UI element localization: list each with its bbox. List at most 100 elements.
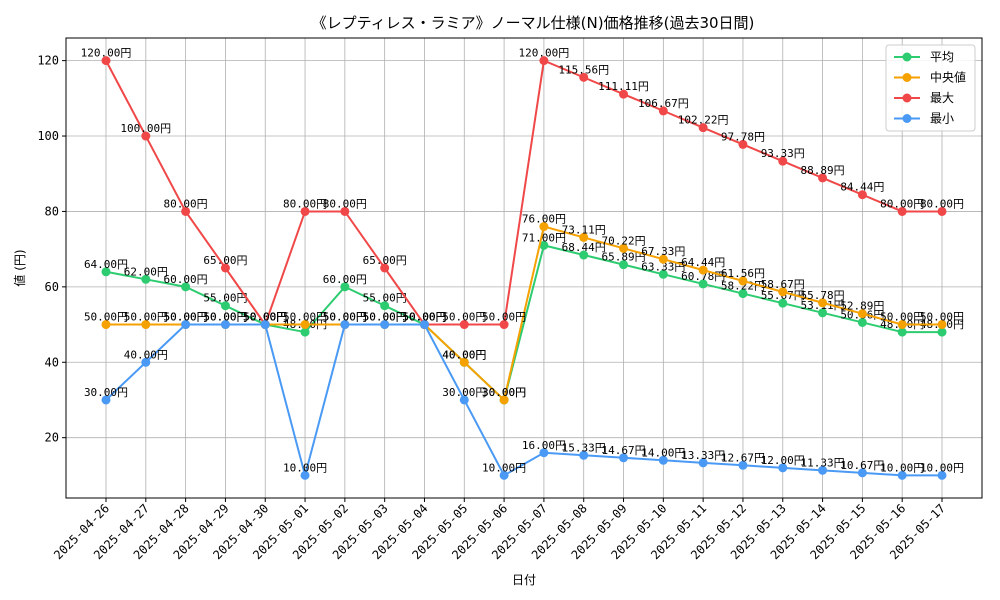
data-label: 58.22円 <box>721 280 765 293</box>
data-label: 62.00円 <box>124 265 168 278</box>
data-label: 12.67円 <box>721 451 765 464</box>
data-label: 76.00円 <box>522 213 566 226</box>
data-point <box>220 263 230 273</box>
data-point <box>619 243 629 253</box>
data-label: 52.89円 <box>840 300 884 313</box>
data-label: 15.33円 <box>562 441 606 454</box>
data-point <box>658 455 668 465</box>
data-label: 65.00円 <box>363 254 407 267</box>
data-label: 80.00円 <box>323 197 367 210</box>
data-label: 84.44円 <box>840 181 884 194</box>
data-point <box>698 279 708 289</box>
data-label: 14.00円 <box>641 446 685 459</box>
series-line <box>105 323 942 480</box>
data-label: 50.00円 <box>363 311 407 324</box>
data-point <box>937 206 947 216</box>
data-label: 68.44円 <box>562 241 606 254</box>
data-label: 50.00円 <box>243 311 287 324</box>
data-label: 50.00円 <box>283 311 327 324</box>
data-label: 30.00円 <box>84 386 128 399</box>
data-label: 67.33円 <box>641 245 685 258</box>
data-point <box>738 276 748 286</box>
data-point <box>937 320 947 330</box>
data-label: 10.00円 <box>283 461 327 474</box>
data-point <box>101 267 111 277</box>
data-label: 64.44円 <box>681 256 725 269</box>
data-label: 65.89円 <box>601 251 645 264</box>
data-point <box>738 460 748 470</box>
data-point <box>260 320 270 330</box>
data-label: 61.56円 <box>721 267 765 280</box>
data-point <box>579 450 589 460</box>
data-point <box>579 72 589 82</box>
data-point <box>619 453 629 463</box>
data-label: 50.00円 <box>243 311 287 324</box>
data-label: 11.33円 <box>801 456 845 469</box>
y-tick-label: 40 <box>45 355 59 369</box>
data-point <box>380 320 390 330</box>
data-point <box>220 301 230 311</box>
data-label: 58.67円 <box>761 278 805 291</box>
series-1: 50.00円50.00円50.00円50.00円50.00円50.00円50.0… <box>84 213 964 405</box>
legend-marker <box>902 52 912 62</box>
data-label: 50.00円 <box>482 311 526 324</box>
data-label: 55.78円 <box>801 289 845 302</box>
data-point <box>539 448 549 458</box>
data-label: 100.00円 <box>120 122 171 135</box>
series-layer: 64.00円62.00円60.00円55.00円50.00円48.00円60.0… <box>81 47 964 480</box>
series-3: 30.00円40.00円50.00円50.00円50.00円10.00円50.0… <box>84 311 964 480</box>
data-point <box>778 463 788 473</box>
data-point <box>101 56 111 66</box>
data-point <box>459 357 469 367</box>
x-axis-ticks: 2025-04-262025-04-272025-04-282025-04-29… <box>51 498 948 562</box>
data-label: 64.00円 <box>84 258 128 271</box>
x-axis-label: 日付 <box>512 573 536 587</box>
data-label: 50.00円 <box>402 311 446 324</box>
data-point <box>380 263 390 273</box>
data-point <box>738 139 748 149</box>
data-point <box>698 123 708 133</box>
legend-label: 最小 <box>930 112 954 126</box>
legend-box <box>885 44 976 132</box>
data-label: 115.56円 <box>558 63 609 76</box>
data-point <box>579 232 589 242</box>
data-label: 63.33円 <box>641 260 685 273</box>
data-point <box>419 320 429 330</box>
data-point <box>141 357 151 367</box>
data-point <box>539 222 549 232</box>
data-point <box>698 265 708 275</box>
data-point <box>818 173 828 183</box>
data-label: 106.67円 <box>638 97 689 110</box>
legend-marker <box>902 73 912 82</box>
data-point <box>778 298 788 308</box>
data-point <box>181 320 191 330</box>
data-label: 80.00円 <box>283 197 327 210</box>
data-point <box>300 327 310 337</box>
y-axis-label: 値 (円) <box>12 249 27 286</box>
data-label: 70.22円 <box>601 234 645 247</box>
data-point <box>499 395 509 405</box>
data-point <box>141 320 151 330</box>
y-tick-label: 20 <box>45 431 59 445</box>
data-label: 80.00円 <box>880 197 924 210</box>
data-label: 10.67円 <box>840 459 884 472</box>
data-point <box>897 320 907 330</box>
data-point <box>181 282 191 292</box>
data-point <box>738 289 748 299</box>
data-point <box>300 206 310 216</box>
data-label: 71.00円 <box>522 231 566 244</box>
data-point <box>658 106 668 116</box>
data-point <box>181 206 191 216</box>
data-point <box>579 250 589 260</box>
data-label: 10.00円 <box>880 461 924 474</box>
data-point <box>857 468 867 478</box>
data-point <box>619 260 629 270</box>
data-point <box>141 131 151 141</box>
data-label: 120.00円 <box>519 47 570 60</box>
data-label: 12.00円 <box>761 454 805 467</box>
data-point <box>818 308 828 318</box>
data-point <box>658 269 668 279</box>
data-label: 50.00円 <box>363 311 407 324</box>
data-point <box>340 206 350 216</box>
